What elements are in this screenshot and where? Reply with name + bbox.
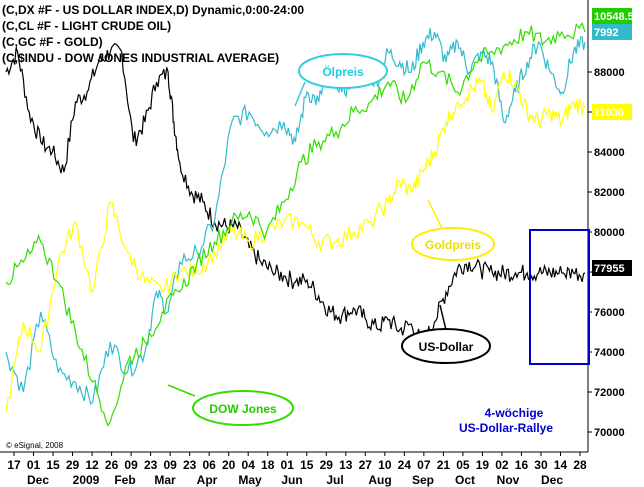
x-month-label: Oct [455,473,475,487]
rally-label-line2: US-Dollar-Rallye [459,421,553,435]
legend-gold: (C,GC #F - GOLD) [2,35,103,49]
y-tick-label: 72000 [594,387,625,399]
x-tick-label: 07 [417,458,431,472]
x-tick-label: 29 [320,458,334,472]
x-tick-label: 09 [124,458,138,472]
x-tick-label: 15 [300,458,314,472]
x-tick-label: 23 [183,458,197,472]
oil-annotation: Ölpreis [294,53,388,107]
x-tick-label: 23 [144,458,158,472]
x-tick-label: 10 [378,458,392,472]
y-tick-label: 74000 [594,347,625,359]
badge-value-dollar: 77955 [594,263,625,275]
x-tick-label: 12 [85,458,99,472]
x-tick-label: 02 [495,458,509,472]
x-tick-label: 27 [359,458,373,472]
legend-crude-oil: (C,CL #F - LIGHT CRUDE OIL) [2,19,172,33]
x-tick-label: 30 [534,458,548,472]
x-tick-label: 21 [437,458,451,472]
x-tick-label: 09 [163,458,177,472]
x-month-label: Dec [27,473,49,487]
x-tick-label: 28 [573,458,587,472]
x-month-label: Nov [497,473,520,487]
rally-label-line1: 4-wöchige [485,406,544,420]
gold-annotation: Goldpreis [411,199,495,261]
x-tick-label: 19 [476,458,490,472]
badge-gold [592,104,632,120]
rally-annotation: 4-wöchige US-Dollar-Rallye [459,229,590,435]
y-tick-label: 80000 [594,227,625,239]
y-tick-label: 84000 [594,147,625,159]
series-line-dollar [5,42,586,345]
dow-annotation: DOW Jones [167,384,294,426]
x-axis: 17 01 15 29 12 26 09 23 09 23 06 20 04 18 01 15 29 13 27 10… [0,451,588,487]
x-month-label: Sep [412,473,434,487]
y-tick-label: 82000 [594,187,625,199]
x-month-label: Dec [541,473,563,487]
x-month-label: Feb [114,473,135,487]
x-tick-label: 01 [27,458,41,472]
x-month-label: Apr [197,473,218,487]
x-tick-label: 06 [202,458,216,472]
dollar-annotation: US-Dollar [401,304,491,364]
x-month-label: Aug [368,473,391,487]
legend-dow-jones: (C,$INDU - DOW JONES INDUSTRIAL AVERAGE) [2,51,280,65]
badge-dow [592,8,632,24]
badge-dollar [592,260,632,276]
x-month-label: May [238,473,262,487]
y-tick-label: 76000 [594,307,625,319]
x-tick-label: 17 [7,458,21,472]
series-line-dow [5,21,586,427]
x-tick-label: 18 [261,458,275,472]
x-tick-label: 29 [66,458,80,472]
x-month-label: Jul [326,473,343,487]
x-tick-label: 24 [398,458,412,472]
x-tick-label: 05 [456,458,470,472]
dow-annotation-label: DOW Jones [209,402,277,416]
x-tick-label: 04 [242,458,256,472]
x-tick-label: 14 [554,458,568,472]
x-tick-label: 26 [105,458,119,472]
badge-oil [592,24,632,40]
copyright-notice: © eSignal, 2008 [6,441,64,450]
series-line-gold [5,70,586,413]
x-tick-label: 01 [281,458,295,472]
badge-value-oil: 7992 [594,27,618,39]
rally-box [529,229,590,365]
x-tick-label: 20 [222,458,236,472]
x-tick-label: 15 [46,458,60,472]
x-tick-label: 16 [515,458,529,472]
x-month-label: Mar [154,473,176,487]
legend-dollar-index: (C,DX #F - US DOLLAR INDEX,D) Dynamic,0:… [2,3,305,17]
badge-value-gold: 11036 [594,107,624,119]
gold-annotation-label: Goldpreis [425,238,481,252]
x-month-label: 2009 [73,473,100,487]
y-tick-label: 88000 [594,67,625,79]
value-badges: 10548.5 7992 11036 77955 [592,8,634,276]
badge-value-dow: 10548.5 [594,11,634,23]
x-tick-label: 13 [339,458,353,472]
x-month-label: Jun [281,473,302,487]
oil-annotation-label: Ölpreis [322,64,364,79]
dollar-annotation-label: US-Dollar [419,340,474,354]
y-tick-label: 70000 [594,427,625,439]
